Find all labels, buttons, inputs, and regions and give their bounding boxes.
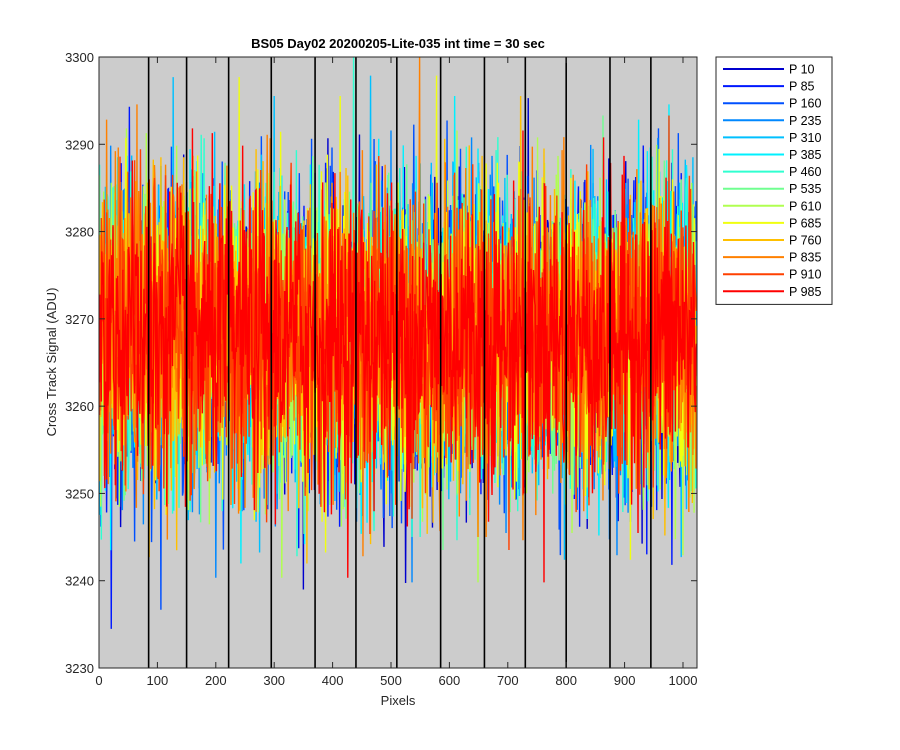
x-tick-label: 500 <box>380 673 402 688</box>
legend-label: P 985 <box>789 285 821 299</box>
plot-border <box>98 56 698 669</box>
legend-label: P 535 <box>789 182 821 196</box>
legend-label: P 610 <box>789 199 821 213</box>
legend-label: P 160 <box>789 97 821 111</box>
axis-ticks: 0 100 200 300 400 500 600 700 800 900 1000 3230 3240… <box>65 50 697 688</box>
y-axis-label: Cross Track Signal (ADU) <box>44 288 59 437</box>
y-tick-label: 3260 <box>65 399 94 414</box>
chart-title: BS05 Day02 20200205-Lite-035 int time = … <box>251 36 545 51</box>
legend-label: P 910 <box>789 268 821 282</box>
x-tick-label: 200 <box>205 673 227 688</box>
plot-area: 0 100 200 300 400 500 600 700 800 900 1000 3230 3240… <box>65 50 698 688</box>
x-tick-label: 100 <box>147 673 169 688</box>
legend-label: P 835 <box>789 251 821 265</box>
legend-label: P 85 <box>789 80 815 94</box>
x-axis-label: Pixels <box>381 693 416 708</box>
legend-label: P 235 <box>789 114 821 128</box>
legend-box <box>715 56 833 305</box>
y-tick-label: 3290 <box>65 137 94 152</box>
vertical-lines <box>147 57 652 668</box>
legend-label: P 385 <box>789 148 821 162</box>
x-tick-label: 1000 <box>669 673 698 688</box>
x-tick-label: 600 <box>439 673 461 688</box>
x-tick-label: 400 <box>322 673 344 688</box>
y-tick-label: 3230 <box>65 661 94 676</box>
legend-label: P 10 <box>789 63 815 77</box>
y-tick-label: 3300 <box>65 50 94 65</box>
series-line-p-985 <box>99 128 697 583</box>
y-tick-label: 3250 <box>65 486 94 501</box>
x-tick-label: 300 <box>263 673 285 688</box>
x-tick-label: 800 <box>555 673 577 688</box>
legend: P 10 P 85 P 160 P 235 P 310 P 385 P 460 P 535 P … <box>715 56 833 305</box>
y-tick-label: 3270 <box>65 312 94 327</box>
x-tick-label: 900 <box>614 673 636 688</box>
y-tick-label: 3240 <box>65 574 94 589</box>
legend-label: P 685 <box>789 216 821 230</box>
legend-label: P 460 <box>789 165 821 179</box>
legend-label: P 760 <box>789 234 821 248</box>
x-tick-label: 700 <box>497 673 519 688</box>
y-tick-label: 3280 <box>65 225 94 240</box>
legend-label: P 310 <box>789 131 821 145</box>
data-layer <box>99 57 697 629</box>
x-tick-label: 0 <box>95 673 102 688</box>
